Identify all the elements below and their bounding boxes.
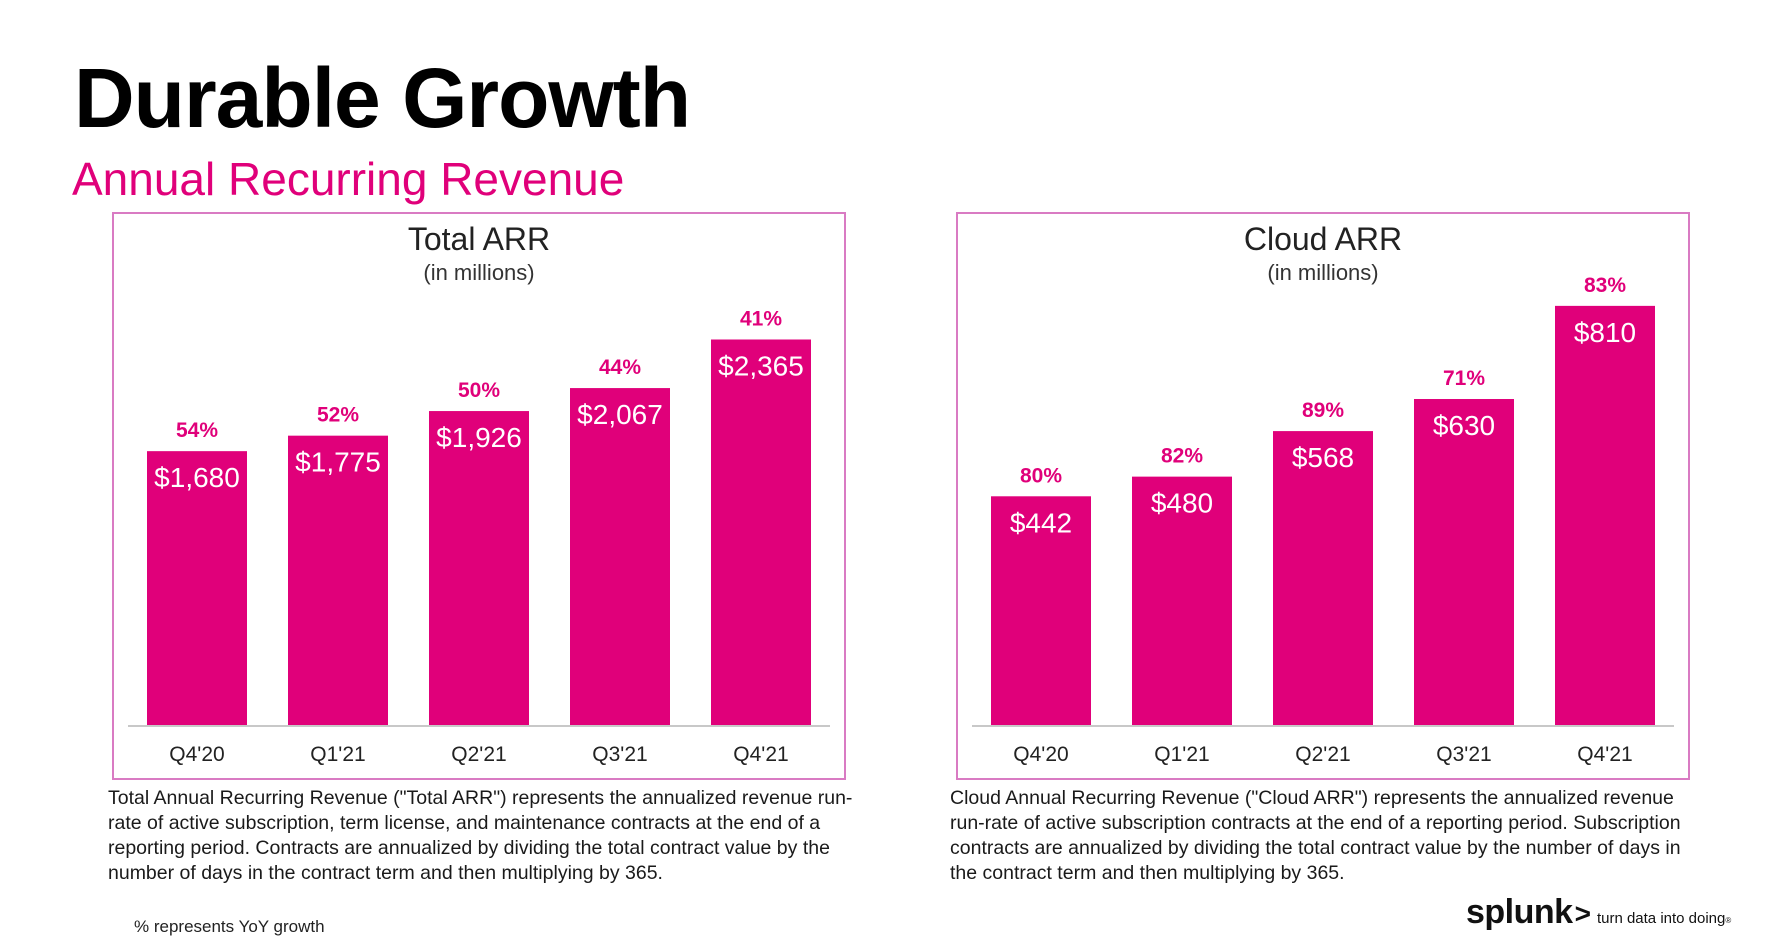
cloud-arr-category-tick: Q4'20: [1013, 743, 1068, 766]
total-arr-bar: [711, 339, 811, 725]
cloud-arr-growth-label: 80%: [1020, 464, 1062, 487]
page-subtitle: Annual Recurring Revenue: [72, 153, 625, 205]
cloud-arr-plot: $442 80% Q4'20 $480 82% Q1'21 $568 89% Q2'21 $630…: [972, 274, 1674, 766]
total-arr-growth-label: 54%: [176, 419, 218, 442]
splunk-logo: splunk > turn data into doing ®: [1466, 893, 1731, 932]
cloud-arr-description: Cloud Annual Recurring Revenue ("Cloud A…: [950, 787, 1681, 884]
total-arr-description: Total Annual Recurring Revenue ("Total A…: [108, 787, 853, 884]
cloud-arr-bar: [991, 496, 1091, 725]
cloud-arr-category-tick: Q3'21: [1436, 743, 1491, 766]
total-arr-growth-label: 41%: [740, 307, 782, 330]
total-arr-unit-label: (in millions): [423, 260, 535, 285]
total-arr-category-tick: Q2'21: [451, 743, 506, 766]
logo-trademark: ®: [1725, 916, 1732, 925]
cloud-arr-growth-label: 82%: [1161, 445, 1203, 468]
cloud-arr-bar: [1132, 476, 1232, 725]
total-arr-chart-title: Total ARR: [407, 221, 551, 257]
total-arr-category-tick: Q3'21: [592, 743, 647, 766]
total-arr-growth-label: 52%: [317, 404, 359, 427]
cloud-arr-value-label: $810: [1574, 317, 1636, 348]
total-arr-growth-label: 50%: [458, 379, 500, 402]
total-arr-value-label: $1,926: [436, 422, 522, 453]
cloud-arr-bar: [1555, 305, 1655, 725]
cloud-arr-unit-label: (in millions): [1267, 260, 1379, 285]
yoy-footnote: % represents YoY growth: [134, 917, 325, 936]
logo-wordmark: splunk: [1466, 893, 1573, 931]
cloud-arr-growth-label: 71%: [1443, 367, 1485, 390]
cloud-arr-value-label: $480: [1151, 488, 1213, 519]
total-arr-plot: $1,680 54% Q4'20 $1,775 52% Q1'21 $1,926 50% Q2'…: [128, 307, 830, 766]
cloud-arr-bar: [1414, 399, 1514, 725]
cloud-arr-category-tick: Q4'21: [1577, 743, 1632, 766]
total-arr-bar: [429, 411, 529, 725]
cloud-arr-value-label: $630: [1433, 410, 1495, 441]
total-arr-chart: Total ARR (in millions) $1,680 54% Q4'20 $1…: [112, 212, 846, 780]
logo-chevron-icon: >: [1574, 898, 1591, 929]
total-arr-value-label: $1,775: [295, 447, 381, 478]
total-arr-value-label: $2,365: [718, 350, 804, 381]
total-arr-category-tick: Q4'21: [733, 743, 788, 766]
cloud-arr-category-tick: Q2'21: [1295, 743, 1350, 766]
total-arr-bar: [147, 451, 247, 725]
cloud-arr-chart: Cloud ARR (in millions) $442 80% Q4'20 $480…: [956, 212, 1690, 780]
cloud-arr-bar: [1273, 431, 1373, 725]
logo-tagline: turn data into doing: [1596, 910, 1726, 927]
cloud-arr-value-label: $442: [1010, 507, 1072, 538]
total-arr-value-label: $1,680: [154, 462, 240, 493]
total-arr-value-label: $2,067: [577, 399, 663, 430]
cloud-arr-category-tick: Q1'21: [1154, 743, 1209, 766]
cloud-arr-value-label: $568: [1292, 442, 1354, 473]
total-arr-growth-label: 44%: [599, 356, 641, 379]
total-arr-bar: [288, 435, 388, 725]
cloud-arr-chart-title: Cloud ARR: [1243, 221, 1403, 257]
total-arr-category-tick: Q1'21: [310, 743, 365, 766]
page-title: Durable Growth: [74, 51, 691, 145]
cloud-arr-growth-label: 83%: [1584, 274, 1626, 297]
total-arr-bar: [570, 388, 670, 725]
total-arr-category-tick: Q4'20: [169, 743, 224, 766]
cloud-arr-growth-label: 89%: [1302, 399, 1344, 422]
